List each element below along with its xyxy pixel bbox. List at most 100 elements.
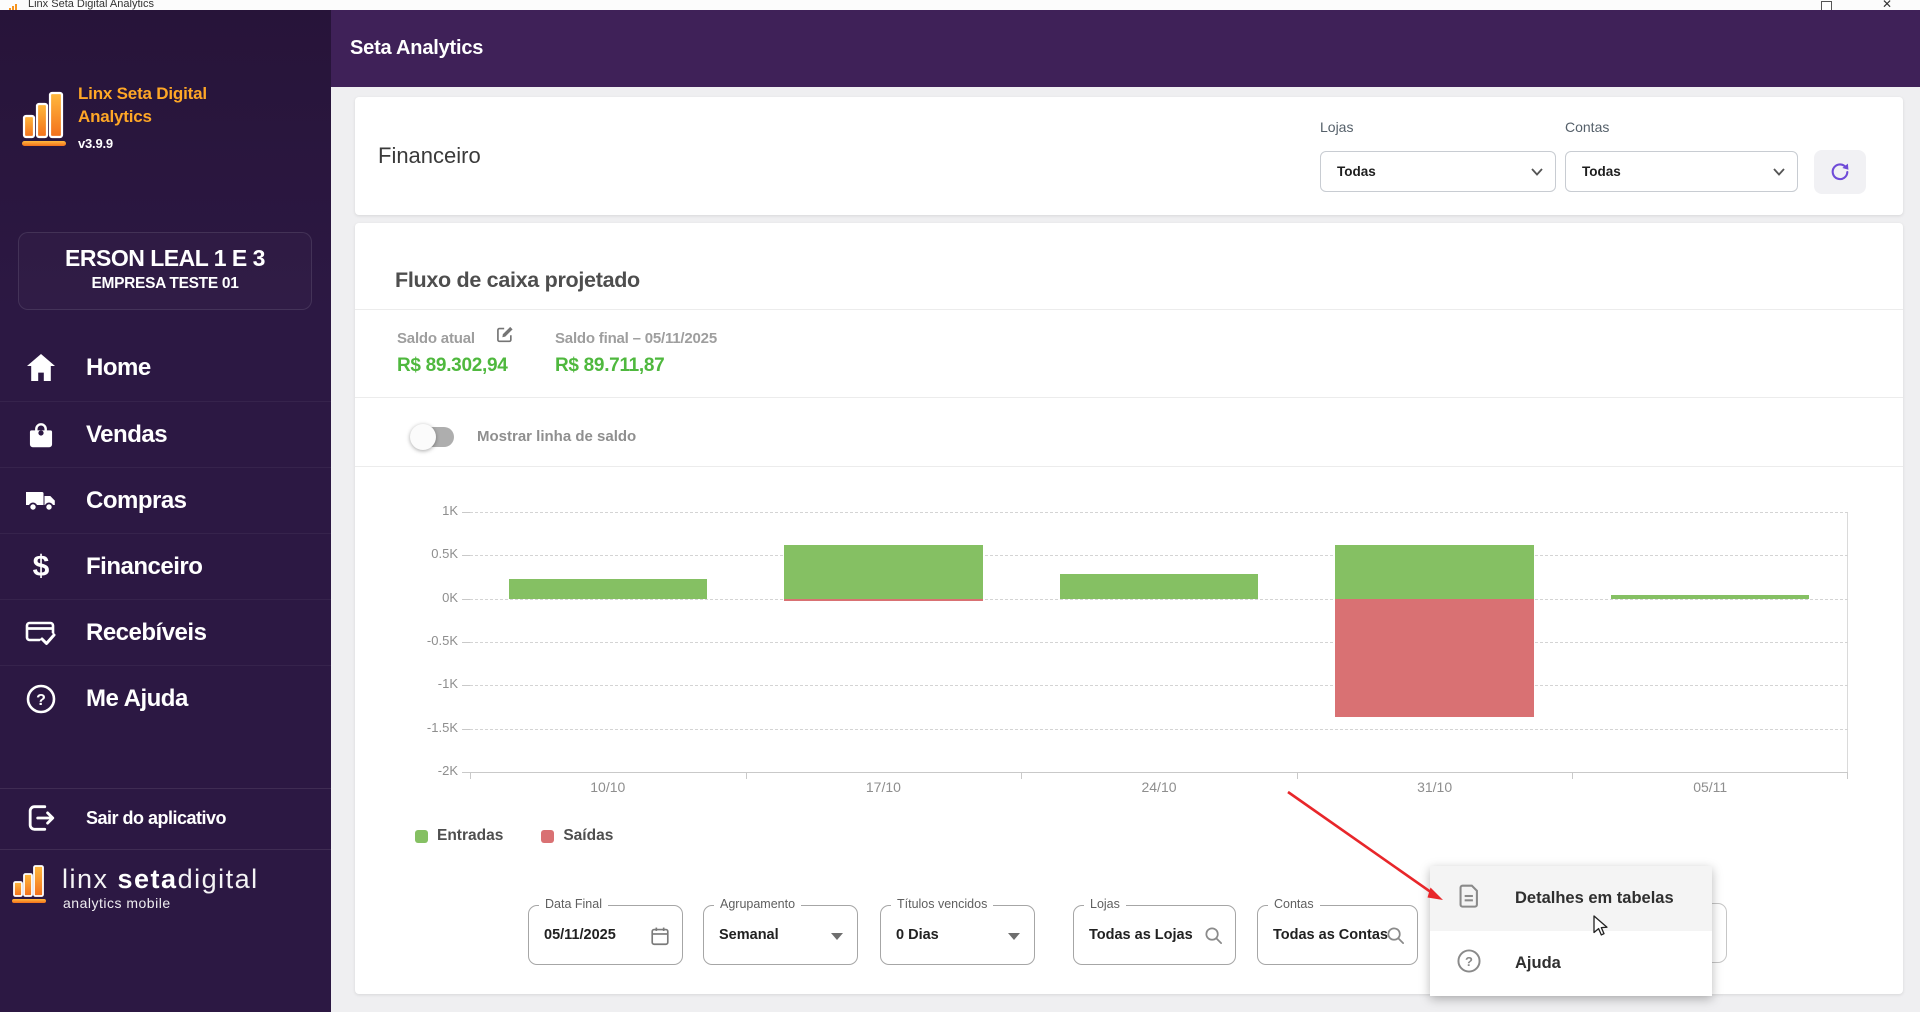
- divider: [355, 466, 1903, 467]
- gridline: [462, 685, 1848, 687]
- saldo-atual-label: Saldo atual: [397, 330, 475, 347]
- axis-tick: [1847, 772, 1848, 779]
- entradas-swatch: [415, 829, 428, 843]
- refresh-button[interactable]: [1814, 150, 1866, 194]
- sidebar: Linx Seta Digital Analytics v3.9.9 ERSON…: [0, 10, 331, 1012]
- user-company: EMPRESA TESTE 01: [91, 275, 239, 292]
- bar-saídas-31/10: [1335, 598, 1534, 718]
- user-name: ERSON LEAL 1 E 3: [65, 245, 265, 271]
- chevron-down-icon: [1531, 168, 1543, 176]
- app-header-title: Seta Analytics: [350, 37, 484, 59]
- x-axis-tick-label: 17/10: [865, 779, 901, 795]
- user-card: ERSON LEAL 1 E 3 EMPRESA TESTE 01: [18, 232, 312, 310]
- legend-item-entradas: Entradas: [415, 827, 503, 845]
- app-logo-text: Linx Seta Digital Analytics v3.9.9: [78, 82, 207, 155]
- dollar-icon: $: [32, 549, 50, 583]
- axis-tick: [1021, 772, 1023, 779]
- bar-entradas-10/10: [508, 578, 707, 599]
- truck-icon: [24, 487, 58, 515]
- y-axis-tick-label: -1.5K: [426, 719, 458, 735]
- sidebar-item-me-ajuda[interactable]: ? Me Ajuda: [0, 665, 331, 731]
- y-axis-tick-label: -2K: [437, 763, 458, 778]
- context-menu-item-ajuda[interactable]: ? Ajuda: [1430, 931, 1712, 996]
- window-title: Linx Seta Digital Analytics: [28, 0, 154, 10]
- saldo-line-toggle[interactable]: [410, 424, 454, 450]
- lojas-select[interactable]: Todas: [1320, 151, 1556, 192]
- cashflow-chart-plot: [462, 512, 1848, 779]
- gridline: [462, 555, 1848, 557]
- app-header: Seta Analytics: [331, 10, 1920, 87]
- linx-brand-text: linx setadigital: [62, 864, 259, 894]
- search-icon[interactable]: [1203, 925, 1224, 951]
- bar-saídas-17/10: [784, 598, 983, 602]
- calendar-icon[interactable]: [649, 925, 671, 952]
- sidebar-item-vendas[interactable]: Vendas: [0, 401, 331, 467]
- chevron-down-icon: [1773, 168, 1785, 176]
- exit-icon: [24, 802, 58, 834]
- search-icon[interactable]: [1385, 925, 1406, 951]
- linx-footer-logo: linx setadigital analytics mobile: [0, 862, 331, 924]
- gridline: [462, 512, 1848, 513]
- sidebar-item-compras[interactable]: Compras: [0, 467, 331, 533]
- edit-icon[interactable]: [495, 324, 515, 349]
- data-final-field[interactable]: Data Final 05/11/2025: [528, 897, 683, 965]
- axis-tick: [745, 772, 747, 779]
- saldo-atual-value: R$ 89.302,94: [397, 355, 508, 376]
- help-circle-icon: ?: [1456, 948, 1482, 979]
- sidebar-divider: [0, 849, 331, 850]
- y-axis-tick-label: -0.5K: [426, 633, 458, 648]
- sidebar-menu: Home Vendas: [0, 335, 331, 731]
- contas-field[interactable]: Contas Todas as Contas: [1257, 897, 1418, 965]
- sidebar-item-recebiveis[interactable]: Recebíveis: [0, 599, 331, 665]
- app-logo-icon: [22, 90, 68, 153]
- gridline: [462, 642, 1848, 643]
- svg-text:?: ?: [36, 692, 46, 709]
- app-version: v3.9.9: [78, 136, 113, 151]
- axis-tick: [470, 772, 471, 779]
- cashflow-title: Fluxo de caixa projetado: [395, 268, 640, 292]
- linx-footer-logo-icon: [12, 862, 54, 909]
- bar-entradas-31/10: [1335, 544, 1534, 599]
- sidebar-item-home[interactable]: Home: [0, 335, 331, 401]
- lojas-filter-label: Lojas: [1320, 119, 1354, 135]
- y-axis-tick-label: 1K: [442, 503, 458, 518]
- window-app-icon: [9, 0, 17, 10]
- refresh-icon: [1831, 163, 1849, 181]
- chart-legend: Entradas Saídas: [415, 827, 613, 845]
- gridline: [462, 598, 1848, 600]
- window-restore-button[interactable]: [1821, 1, 1832, 10]
- x-axis-tick-label: 10/10: [590, 779, 626, 795]
- page-header-card: Financeiro Lojas Todas Contas Todas: [355, 97, 1903, 215]
- x-axis-tick-label: 24/10: [1141, 779, 1177, 795]
- x-axis-tick-label: 05/11: [1693, 779, 1728, 795]
- divider: [355, 397, 1903, 398]
- saldo-final-value: R$ 89.711,87: [555, 355, 665, 376]
- bar-entradas-17/10: [784, 544, 983, 599]
- axis-tick: [1572, 772, 1574, 779]
- agrupamento-field[interactable]: Agrupamento Semanal: [703, 897, 858, 965]
- card-check-icon: [24, 617, 58, 649]
- dropdown-arrow-icon[interactable]: [1008, 933, 1020, 940]
- chart-y-axis: 1K 0.5K 0K -0.5K -1K -1.5K -2K: [398, 503, 458, 778]
- saldo-final-label: Saldo final – 05/11/2025: [555, 330, 717, 347]
- context-menu-item-detalhes[interactable]: Detalhes em tabelas: [1430, 866, 1712, 931]
- app-logo-line2: Analytics: [78, 107, 152, 126]
- saidas-swatch: [541, 829, 555, 843]
- linx-brand-subtitle: analytics mobile: [63, 895, 171, 911]
- home-icon: [24, 353, 58, 383]
- sidebar-divider: [0, 788, 331, 789]
- help-circle-icon: ?: [24, 683, 58, 715]
- lojas-field[interactable]: Lojas Todas as Lojas: [1073, 897, 1236, 965]
- titulos-vencidos-field[interactable]: Títulos vencidos 0 Dias: [880, 897, 1035, 965]
- document-icon: [1456, 883, 1482, 914]
- legend-item-saidas: Saídas: [541, 827, 613, 845]
- cashflow-card: Fluxo de caixa projetado Saldo atual Sal…: [355, 223, 1903, 994]
- window-close-button[interactable]: ✕: [1881, 0, 1892, 10]
- dropdown-arrow-icon[interactable]: [831, 933, 843, 940]
- gridline: [462, 772, 1848, 773]
- logout-button[interactable]: Sair do aplicativo: [0, 790, 331, 846]
- contas-select[interactable]: Todas: [1565, 151, 1798, 192]
- shopping-bag-icon: [24, 419, 58, 451]
- sidebar-item-financeiro[interactable]: $ Financeiro: [0, 533, 331, 599]
